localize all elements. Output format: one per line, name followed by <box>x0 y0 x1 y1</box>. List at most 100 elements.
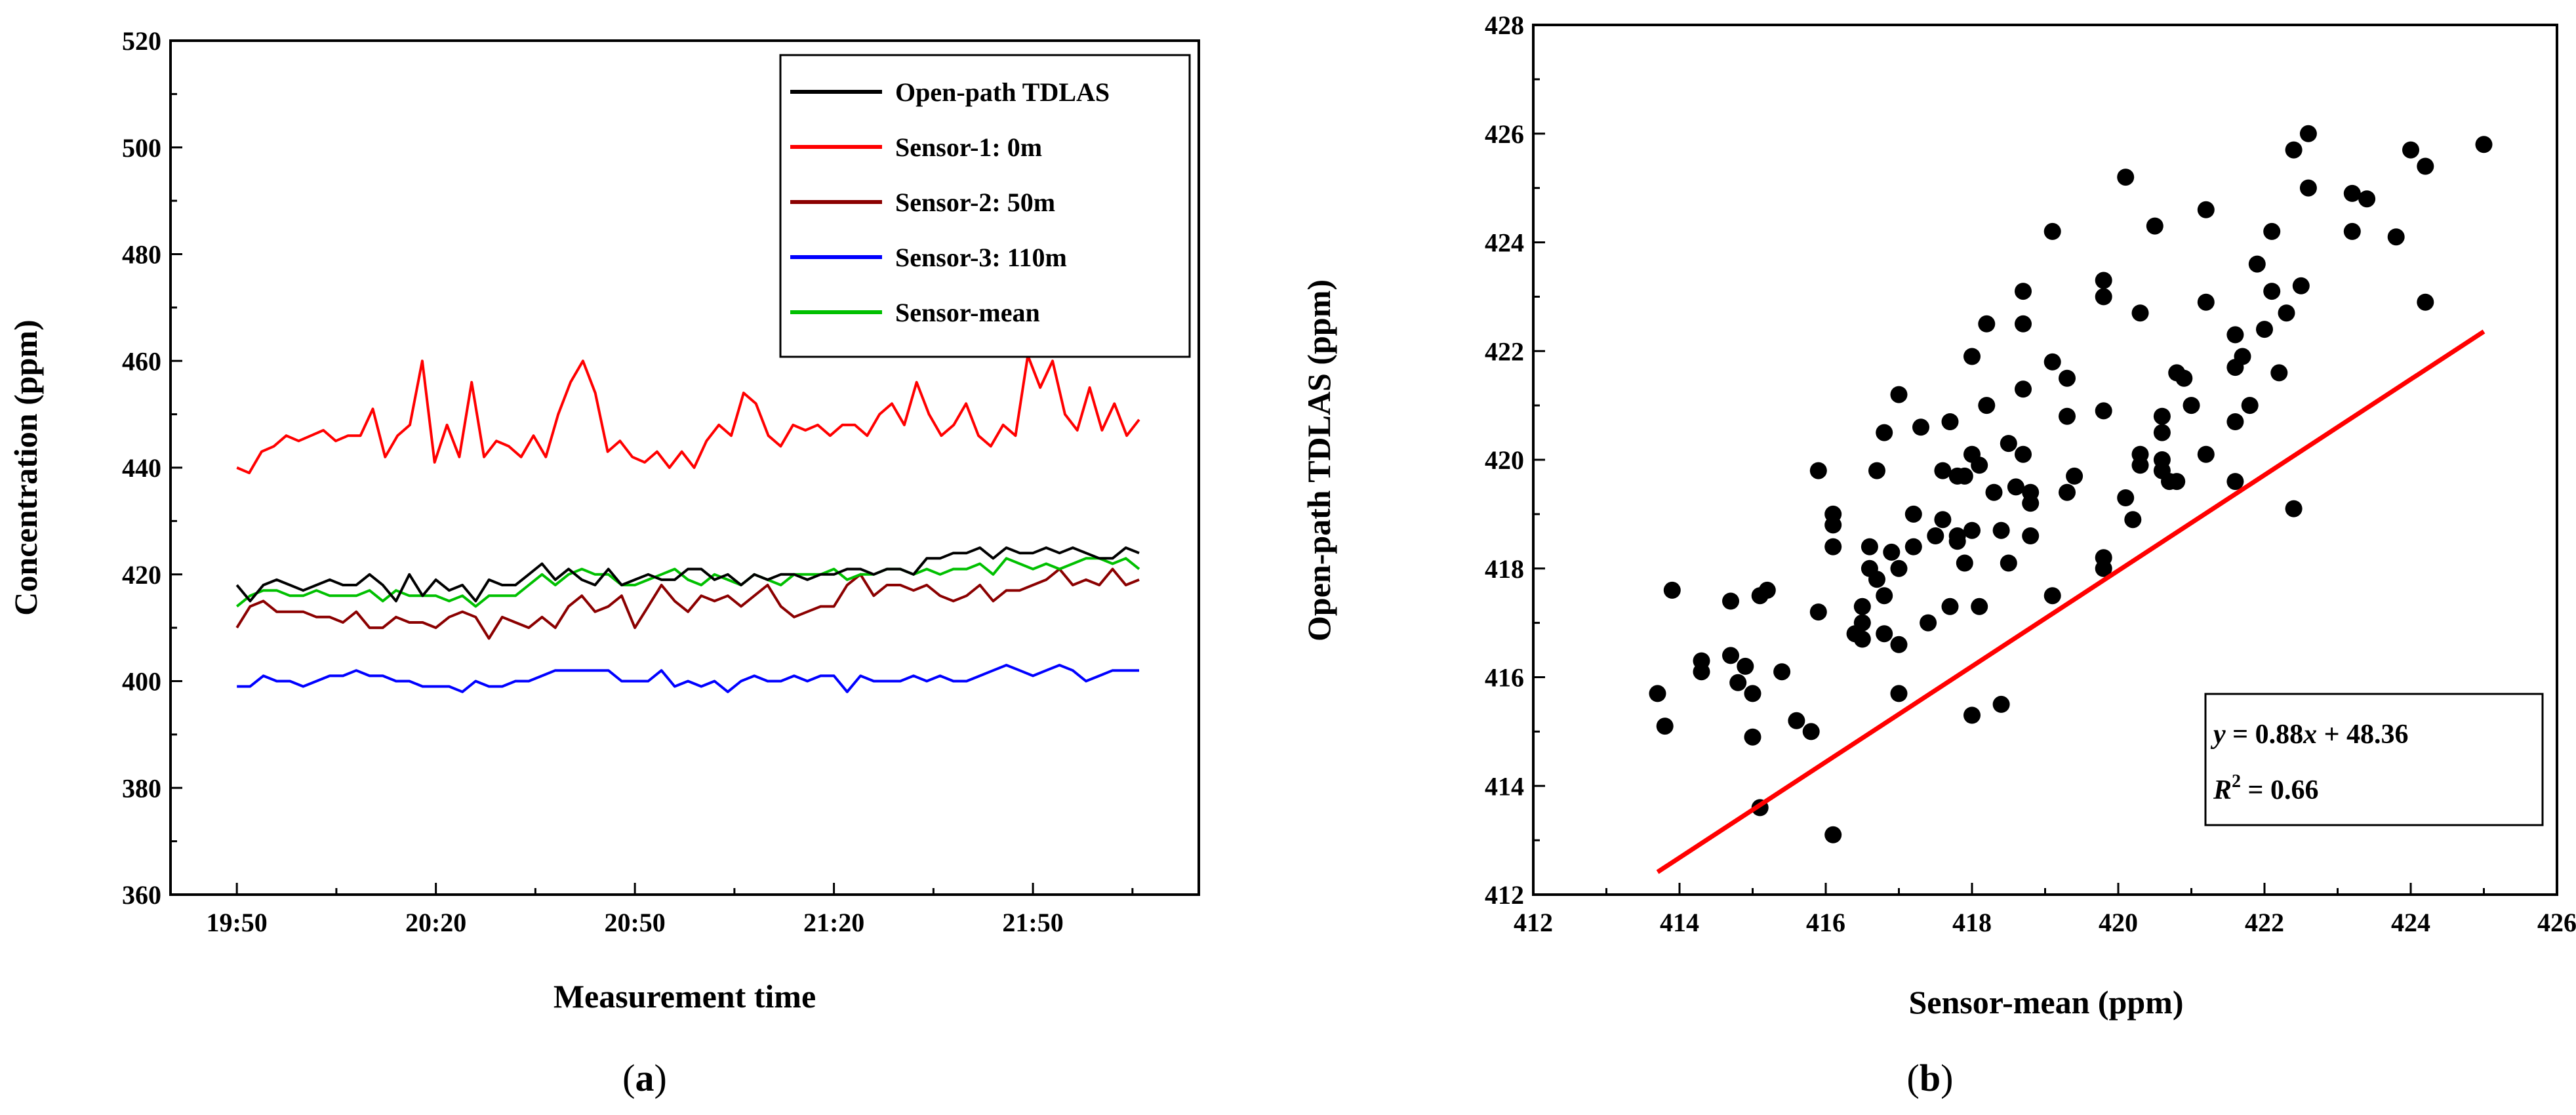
chart-b-ylabel: Open-path TDLAS (ppm) <box>1300 279 1337 641</box>
y-tick-label: 412 <box>1485 880 1524 910</box>
eq-x: x <box>2303 720 2317 750</box>
x-tick-label: 414 <box>1660 908 1699 937</box>
scatter-point <box>1963 521 1981 539</box>
scatter-point <box>1853 598 1871 615</box>
scatter-point <box>2197 293 2215 311</box>
x-tick-label: 19:50 <box>206 908 267 937</box>
scatter-point <box>2095 272 2112 289</box>
scatter-point <box>2131 304 2149 322</box>
fit-line <box>1656 329 2485 874</box>
caption-b-close: ) <box>1941 1057 1953 1099</box>
scatter-point <box>1890 559 1908 577</box>
legend-entry: Sensor-1: 0m <box>895 132 1042 162</box>
scatter-point <box>2095 559 2112 577</box>
y-tick-label: 414 <box>1485 771 1524 801</box>
scatter-point <box>1941 598 1959 615</box>
scatter-point <box>1992 695 2010 713</box>
scatter-point <box>2168 473 2186 491</box>
scatter-point <box>1963 348 1981 365</box>
scatter-point <box>2299 125 2317 142</box>
scatter-point <box>1971 456 1988 474</box>
y-tick-label: 420 <box>1485 445 1524 475</box>
scatter-point <box>2226 326 2244 344</box>
x-tick-label: 418 <box>1952 908 1992 937</box>
scatter-point <box>2263 222 2281 240</box>
scatter-point <box>2197 445 2215 463</box>
scatter-point <box>1649 685 1666 702</box>
scatter-point <box>1956 554 1973 572</box>
scatter-point <box>2095 402 2112 420</box>
scatter-point <box>2059 483 2076 501</box>
scatter-point <box>1876 625 1893 643</box>
scatter-point <box>1758 581 1776 599</box>
chart-a-ylabel: Concentration (ppm) <box>7 319 44 615</box>
scatter-point <box>2146 217 2163 235</box>
scatter-point <box>1744 685 1761 702</box>
caption-a-open: ( <box>622 1057 635 1099</box>
scatter-point <box>2043 222 2061 240</box>
caption-b: (b) <box>1907 1057 1954 1099</box>
scatter-point <box>2000 435 2017 453</box>
scatter-point <box>2263 283 2281 300</box>
x-tick-label: 416 <box>1806 908 1845 937</box>
scatter-point <box>1934 511 1952 529</box>
scatter-point <box>2387 228 2405 246</box>
scatter-point <box>2131 456 2149 474</box>
caption-a-letter: a <box>635 1057 654 1099</box>
chart-b-x-axis: 412 414 416 418 420 422 424 426 <box>1514 883 2576 937</box>
fit-equation: y = 0.88x + 48.36 <box>2210 720 2409 750</box>
scatter-point <box>1985 483 2003 501</box>
scatter-point <box>2270 364 2288 382</box>
scatter-point <box>1920 614 1937 632</box>
scatter-point <box>2043 587 2061 605</box>
caption-b-open: ( <box>1907 1057 1920 1099</box>
scatter-point <box>1744 728 1761 746</box>
scatter-point <box>1663 581 1681 599</box>
scatter-point <box>2343 222 2361 240</box>
chart-a-x-axis: 19:50 20:20 20:50 21:20 21:50 <box>206 883 1134 937</box>
scatter-point <box>1890 685 1908 702</box>
chart-a-xlabel: Measurement time <box>553 978 816 1015</box>
scatter-point <box>2095 288 2112 306</box>
scatter-point <box>1963 706 1981 724</box>
scatter-point <box>2022 495 2040 512</box>
scatter-point <box>1978 315 1996 333</box>
scatter-point <box>2234 348 2251 365</box>
scatter-point <box>1883 543 1901 561</box>
x-tick-label: 424 <box>2391 908 2430 937</box>
scatter-point <box>1809 603 1827 621</box>
scatter-point <box>2117 489 2135 506</box>
scatter-point <box>1853 614 1871 632</box>
scatter-point <box>1693 663 1710 681</box>
scatter-point <box>1912 418 1929 436</box>
y-tick-label: 424 <box>1485 228 1524 258</box>
scatter-point <box>1876 587 1893 605</box>
scatter-point <box>1927 527 1944 544</box>
chart-a-series <box>235 354 1140 693</box>
scatter-point <box>2015 315 2032 333</box>
scatter-point <box>2000 554 2017 572</box>
r-squared: R2 = 0.66 <box>2213 771 2318 805</box>
scatter-point <box>1934 462 1952 479</box>
scatter-point <box>2183 397 2200 415</box>
series-line-1 <box>236 354 1140 475</box>
scatter-point <box>2417 293 2434 311</box>
x-tick-label: 420 <box>2099 908 2138 937</box>
caption-a-close: ) <box>654 1057 667 1099</box>
scatter-point <box>1868 571 1885 588</box>
x-tick-label: 21:20 <box>803 908 864 937</box>
scatter-point <box>1824 516 1842 534</box>
scatter-point <box>1656 718 1674 735</box>
scatter-point <box>2256 321 2273 338</box>
y-tick-label: 380 <box>122 773 161 803</box>
scatter-point <box>2299 179 2317 197</box>
series-line-3 <box>237 664 1139 693</box>
eq-mid: = 0.88 <box>2226 720 2303 750</box>
y-tick-label: 520 <box>122 26 161 56</box>
scatter-point <box>2285 141 2303 159</box>
r2-sup: 2 <box>2232 771 2241 792</box>
scatter-point <box>1876 424 1893 441</box>
legend-entry: Sensor-mean <box>895 298 1040 327</box>
scatter-point <box>1824 538 1842 556</box>
